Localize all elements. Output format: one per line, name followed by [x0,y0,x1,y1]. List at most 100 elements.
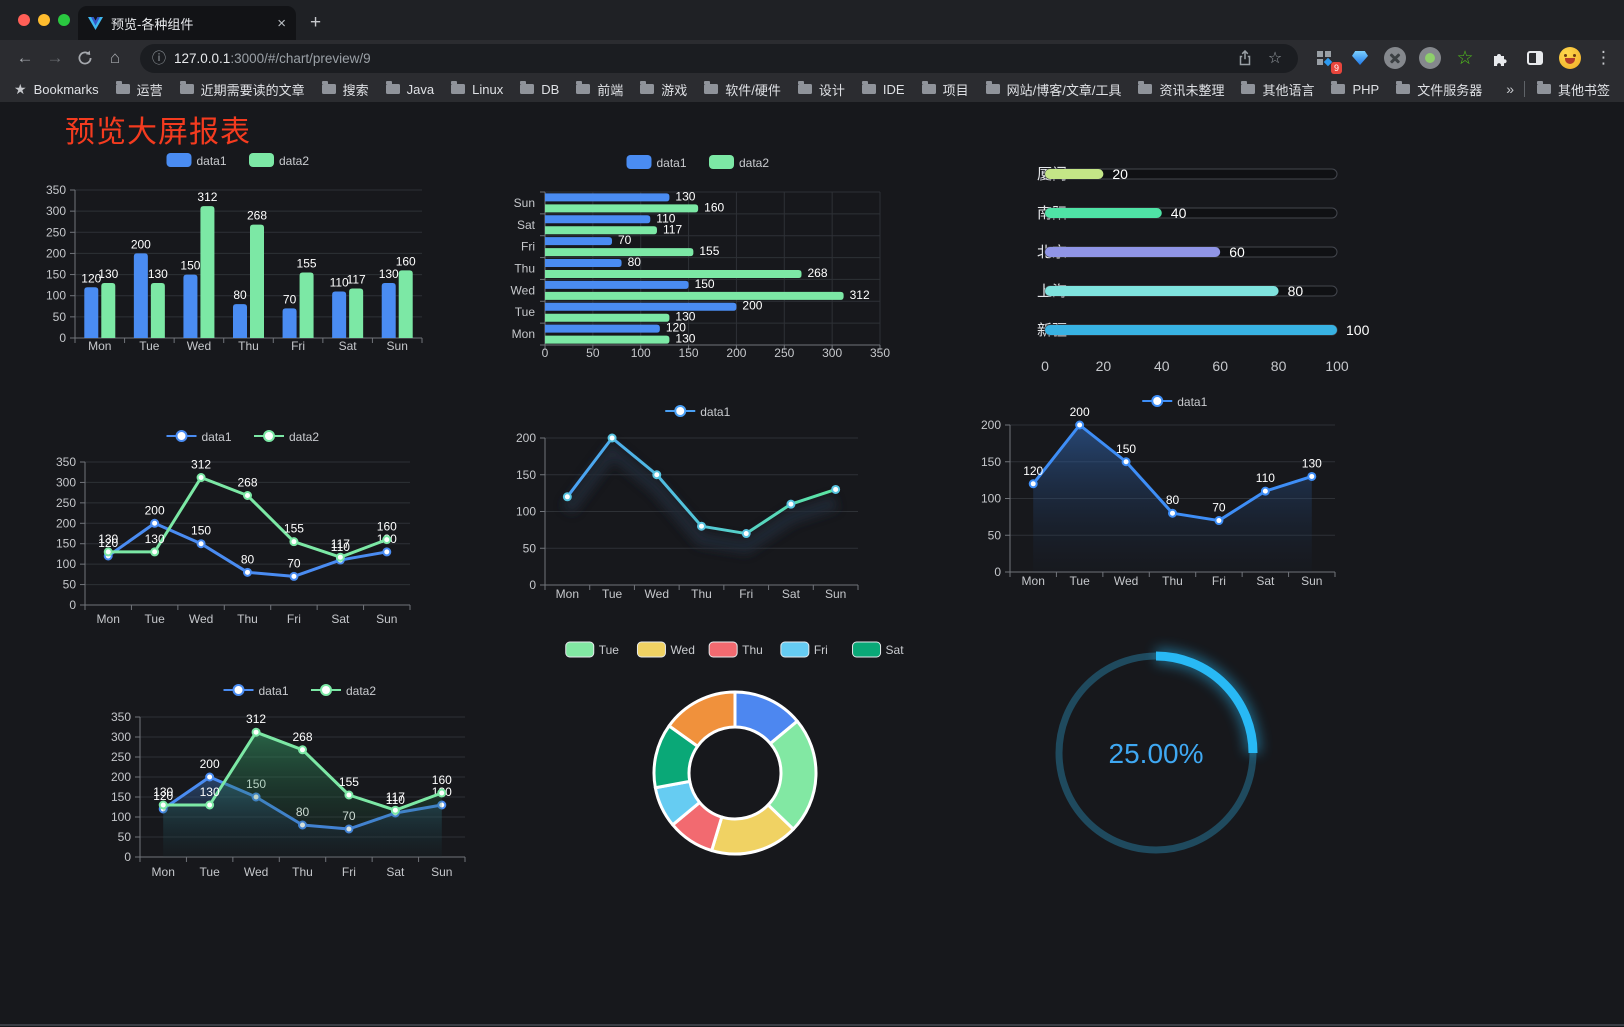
bookmark-folder[interactable]: 网站/博客/文章/工具 [985,80,1121,99]
extension-record-icon[interactable] [1419,47,1441,69]
side-panel-icon[interactable] [1524,47,1546,69]
svg-text:130: 130 [98,267,118,281]
window-controls[interactable] [18,14,70,26]
svg-text:Tue: Tue [1070,574,1091,588]
other-bookmarks-folder[interactable]: 其他书签 [1536,80,1610,99]
minimize-window-button[interactable] [38,14,50,26]
folder-icon [640,81,655,94]
svg-text:data2: data2 [279,154,309,168]
svg-text:Tue: Tue [599,643,620,657]
svg-text:Sat: Sat [886,643,905,657]
svg-text:200: 200 [46,246,66,260]
svg-text:155: 155 [297,256,317,270]
svg-text:250: 250 [111,750,131,764]
tab-close-icon[interactable]: × [277,14,286,32]
folder-icon [576,81,591,94]
bookmark-folder[interactable]: Java [385,81,434,97]
back-icon[interactable]: ← [16,48,34,67]
bookmark-star-icon[interactable]: ☆ [1267,50,1283,67]
svg-text:0: 0 [529,578,536,592]
extension-star-icon[interactable]: ☆ [1456,47,1474,69]
close-window-button[interactable] [18,14,30,26]
bookmark-folder[interactable]: 近期需要读的文章 [179,80,305,99]
extensions-area: 9 ☆ [1314,47,1581,74]
bookmark-folder[interactable]: 其他语言 [1241,80,1314,99]
svg-text:Sun: Sun [387,339,408,353]
svg-text:117: 117 [347,273,366,287]
site-favicon-icon [88,16,103,30]
svg-text:data1: data1 [700,405,730,419]
bookmark-folder[interactable]: DB [520,81,559,97]
chart-line-two-series: 0 50 100 150 200 250 300 350 Mon Tue Wed Thu Fri Sat S… [45,423,430,640]
bookmark-folder[interactable]: 搜索 [321,80,369,99]
svg-text:Thu: Thu [514,262,535,276]
svg-text:60: 60 [1212,358,1228,374]
svg-text:Fri: Fri [287,612,301,626]
bookmarks-bar: ★ Bookmarks 运营 近期需要读的文章 搜索 Java Linux DB 前端 游戏软… [0,76,1624,103]
svg-text:Mon: Mon [1022,574,1045,588]
svg-text:200: 200 [145,503,165,517]
svg-text:Sun: Sun [376,612,397,626]
svg-text:160: 160 [377,520,397,534]
svg-text:350: 350 [870,346,890,360]
bookmark-home[interactable]: ★ Bookmarks [14,80,99,97]
bookmarks-overflow-icon[interactable]: » [1506,81,1514,97]
extension-badge: 9 [1330,62,1342,74]
svg-text:data1: data1 [657,156,687,170]
svg-text:150: 150 [111,790,131,804]
svg-text:110: 110 [386,793,405,807]
bookmark-folder[interactable]: 游戏 [640,80,687,99]
svg-text:Wed: Wed [244,865,268,879]
bookmark-folder[interactable]: 运营 [115,80,163,99]
svg-text:155: 155 [699,244,719,258]
svg-text:Tue: Tue [200,865,221,879]
page-info-icon[interactable]: ⓘ [152,50,166,66]
svg-text:0: 0 [994,565,1001,579]
bookmark-folder[interactable]: 前端 [576,80,623,99]
folder-icon [385,81,400,94]
browser-tab[interactable]: 预览-各种组件 × [78,6,296,40]
svg-text:0: 0 [69,598,76,612]
svg-text:Sat: Sat [1256,574,1275,588]
svg-text:117: 117 [663,222,682,236]
svg-text:data1: data1 [202,430,232,444]
bookmark-folder[interactable]: 软件/硬件 [704,80,781,99]
bookmark-folder[interactable]: 项目 [921,80,969,99]
svg-text:Fri: Fri [739,587,753,601]
bookmark-folder[interactable]: 文件服务器 [1396,80,1482,99]
svg-text:20: 20 [1096,358,1112,374]
svg-text:312: 312 [246,712,266,726]
home-icon[interactable]: ⌂ [109,48,121,67]
address-bar[interactable]: ⓘ 127.0.0.1:3000/#/chart/preview/9 ☆ [140,43,1298,73]
bookmark-folder[interactable]: IDE [861,81,905,97]
svg-text:80: 80 [628,255,642,269]
extension-command-icon[interactable] [1384,47,1406,69]
bookmark-folder[interactable]: PHP [1331,81,1379,97]
bookmark-folder[interactable]: 资讯未整理 [1138,80,1224,99]
svg-text:312: 312 [850,288,870,302]
bookmark-folder[interactable]: 设计 [797,80,845,99]
maximize-window-button[interactable] [58,14,70,26]
svg-text:100: 100 [516,505,536,519]
extension-grid-icon[interactable]: 9 [1314,47,1342,74]
bookmark-folder[interactable]: Linux [451,81,503,97]
svg-text:Sat: Sat [782,587,801,601]
forward-icon[interactable]: → [46,48,64,67]
svg-text:200: 200 [56,516,76,530]
browser-menu-icon[interactable]: ⋮ [1595,48,1612,67]
share-icon[interactable] [1234,47,1256,69]
svg-text:150: 150 [191,524,211,538]
svg-text:200: 200 [981,418,1001,432]
profile-avatar[interactable] [1559,47,1581,69]
star-icon: ★ [14,80,27,97]
svg-text:250: 250 [774,346,794,360]
extension-gem-icon[interactable] [1349,47,1371,69]
extensions-puzzle-icon[interactable] [1489,47,1511,69]
svg-text:Thu: Thu [292,865,313,879]
svg-text:Thu: Thu [1162,574,1183,588]
reload-icon[interactable] [72,45,98,71]
tab-strip: 预览-各种组件 × + [0,0,1624,40]
svg-text:80: 80 [1288,283,1304,299]
new-tab-button[interactable]: + [310,12,322,33]
